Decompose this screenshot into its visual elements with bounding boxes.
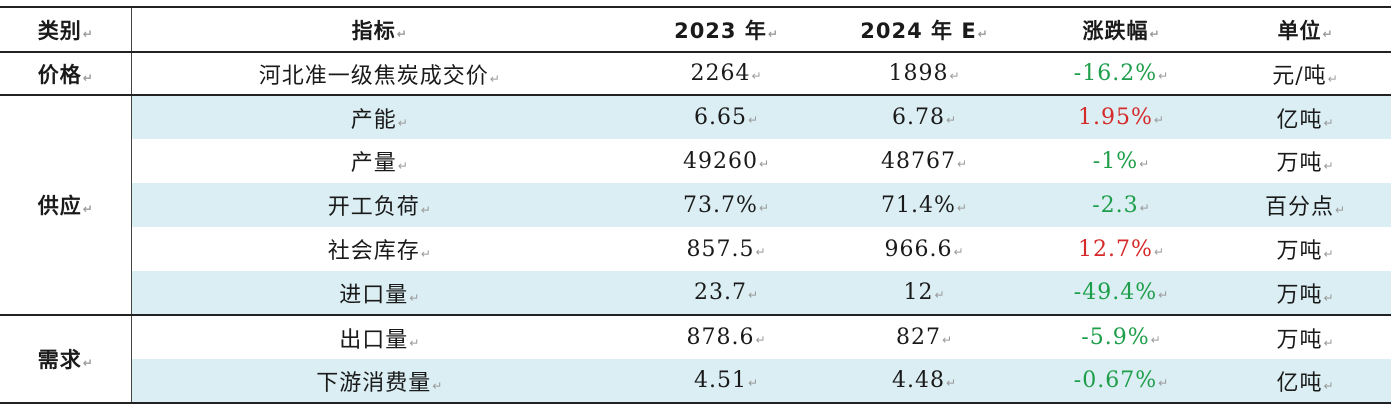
unit-cell: 万吨↵ <box>1276 327 1334 353</box>
header-category: 类别↵ <box>0 6 132 53</box>
header-row: 类别↵ 指标↵ 2023 年↵ 2024 年 E↵ 涨跌幅↵ 单位↵ <box>0 6 1391 53</box>
value-2024e-cell: 1898↵ <box>825 52 1023 96</box>
indicator-cell: 社会库存↵ <box>327 239 431 264</box>
value-2023-cell: 49260↵ <box>682 148 770 174</box>
value-2024e-cell: 12↵ <box>825 271 1023 316</box>
header-change: 涨跌幅↵ <box>1023 6 1219 53</box>
table-row: 社会库存↵ 857.5↵ 966.6↵ 12.7%↵ 万吨↵ <box>0 227 1391 271</box>
unit-cell: 亿吨↵ <box>1219 359 1391 404</box>
value-2023-cell: 857.5↵ <box>686 236 766 262</box>
value-2024e-cell: 48767↵ <box>880 148 968 174</box>
unit-cell: 百分点↵ <box>1219 183 1391 227</box>
coke-market-table: 类别↵ 指标↵ 2023 年↵ 2024 年 E↵ 涨跌幅↵ 单位↵ 价格↵ 河北… <box>0 6 1391 404</box>
table-row: 供应↵ 产能↵ 6.65↵ 6.78↵ 1.95%↵ 亿吨↵ <box>0 95 1391 316</box>
value-2024e-cell: 6.78↵ <box>825 95 1023 139</box>
coke-market-table-container: 类别↵ 指标↵ 2023 年↵ 2024 年 E↵ 涨跌幅↵ 单位↵ 价格↵ 河北… <box>0 6 1391 404</box>
header-unit: 单位↵ <box>1219 6 1391 53</box>
change-cell: -0.67%↵ <box>1023 359 1219 404</box>
table-header: 类别↵ 指标↵ 2023 年↵ 2024 年 E↵ 涨跌幅↵ 单位↵ <box>0 6 1391 53</box>
indicator-cell: 河北准一级焦炭成交价↵ <box>131 52 627 96</box>
category-cell: 需求↵ <box>0 315 132 404</box>
indicator-cell: 进口量↵ <box>131 271 627 316</box>
value-2023-cell: 878.6↵ <box>686 325 766 350</box>
value-2024e-cell: 71.4%↵ <box>825 183 1023 227</box>
indicator-cell: 开工负荷↵ <box>131 183 627 227</box>
value-2024e-cell: 4.48↵ <box>825 359 1023 404</box>
table-row: 下游消费量↵ 4.51↵ 4.48↵ -0.67%↵ 亿吨↵ <box>0 359 1391 404</box>
value-2023-cell: 2264↵ <box>627 52 825 96</box>
table-row: 进口量↵ 23.7↵ 12↵ -49.4%↵ 万吨↵ <box>0 271 1391 316</box>
value-2023-cell: 6.65↵ <box>627 95 825 139</box>
change-cell: 1.95%↵ <box>1023 95 1219 139</box>
header-indicator: 指标↵ <box>131 6 627 53</box>
unit-cell: 万吨↵ <box>1276 239 1334 264</box>
category-cell: 价格↵ <box>0 52 132 96</box>
change-cell: -1%↵ <box>1092 148 1150 174</box>
indicator-cell: 产量↵ <box>350 151 408 176</box>
value-2024e-cell: 966.6↵ <box>884 236 964 262</box>
unit-cell: 万吨↵ <box>1276 151 1334 176</box>
change-cell: -16.2%↵ <box>1023 52 1219 96</box>
unit-cell: 元/吨↵ <box>1219 52 1391 96</box>
header-2023: 2023 年↵ <box>627 6 825 53</box>
table-row: 需求↵ 出口量↵ 878.6↵ 827↵ -5.9%↵ 万吨↵ <box>0 315 1391 404</box>
value-2023-cell: 73.7%↵ <box>627 183 825 227</box>
table-row: 开工负荷↵ 73.7%↵ 71.4%↵ -2.3↵ 百分点↵ <box>0 183 1391 227</box>
change-cell: -49.4%↵ <box>1023 271 1219 316</box>
unit-cell: 万吨↵ <box>1219 271 1391 316</box>
value-2023-cell: 4.51↵ <box>627 359 825 404</box>
value-2024e-cell: 827↵ <box>895 325 953 350</box>
change-cell: 12.7%↵ <box>1078 236 1164 262</box>
table-body: 价格↵ 河北准一级焦炭成交价↵ 2264↵ 1898↵ -16.2%↵ 元/吨↵ 供应↵ 产能… <box>0 52 1391 404</box>
indicator-cell: 下游消费量↵ <box>131 359 627 404</box>
indicator-cell: 产能↵ <box>131 95 627 139</box>
indicator-cell: 出口量↵ <box>339 327 420 353</box>
value-2023-cell: 23.7↵ <box>627 271 825 316</box>
change-cell: -5.9%↵ <box>1081 325 1161 350</box>
change-cell: -2.3↵ <box>1023 183 1219 227</box>
category-cell: 供应↵ <box>0 95 132 316</box>
unit-cell: 亿吨↵ <box>1219 95 1391 139</box>
header-2024e: 2024 年 E↵ <box>825 6 1023 53</box>
table-row: 价格↵ 河北准一级焦炭成交价↵ 2264↵ 1898↵ -16.2%↵ 元/吨↵ <box>0 52 1391 96</box>
table-row: 产量↵ 49260↵ 48767↵ -1%↵ 万吨↵ <box>0 139 1391 183</box>
